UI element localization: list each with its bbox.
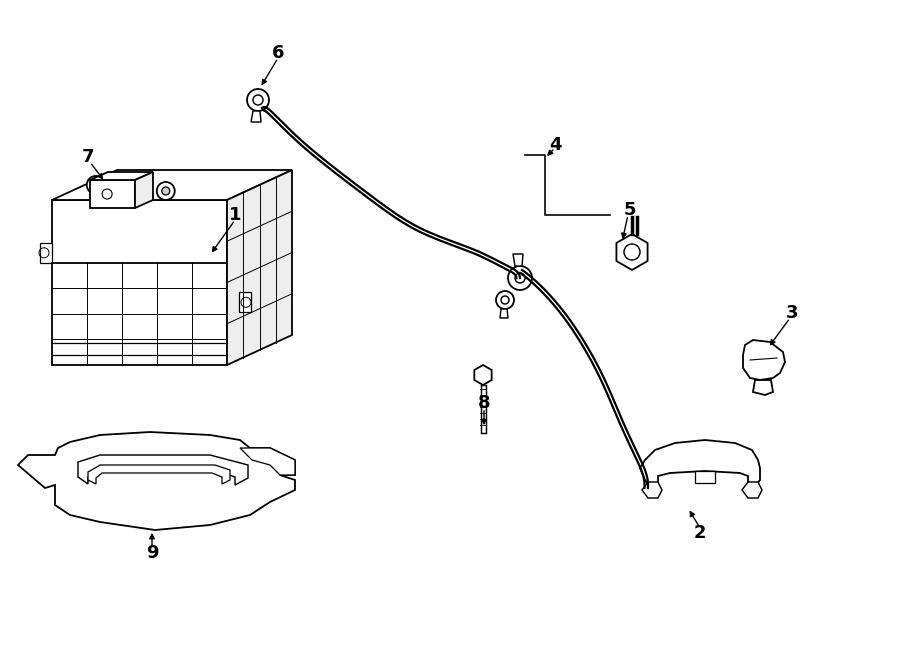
Text: 4: 4 bbox=[549, 136, 562, 154]
Polygon shape bbox=[227, 170, 292, 365]
Text: 3: 3 bbox=[786, 304, 798, 322]
Text: 6: 6 bbox=[272, 44, 284, 62]
Polygon shape bbox=[474, 365, 491, 385]
Polygon shape bbox=[616, 234, 648, 270]
Text: 8: 8 bbox=[478, 394, 491, 412]
Circle shape bbox=[162, 187, 170, 195]
Polygon shape bbox=[753, 380, 773, 395]
Bar bbox=[40, 243, 52, 263]
Circle shape bbox=[157, 182, 175, 200]
Bar bbox=[481, 385, 486, 433]
Polygon shape bbox=[742, 482, 762, 498]
Polygon shape bbox=[90, 172, 153, 180]
Text: 7: 7 bbox=[82, 148, 94, 166]
Bar bbox=[239, 292, 251, 312]
Polygon shape bbox=[642, 482, 662, 498]
Polygon shape bbox=[251, 111, 261, 122]
Polygon shape bbox=[695, 471, 715, 483]
Circle shape bbox=[515, 273, 525, 283]
Circle shape bbox=[86, 176, 104, 194]
Text: 5: 5 bbox=[624, 201, 636, 219]
Polygon shape bbox=[640, 440, 760, 486]
Circle shape bbox=[496, 291, 514, 309]
Circle shape bbox=[253, 95, 263, 105]
Text: 1: 1 bbox=[229, 206, 241, 224]
Polygon shape bbox=[500, 309, 508, 318]
Polygon shape bbox=[78, 455, 248, 485]
Circle shape bbox=[247, 89, 269, 111]
Circle shape bbox=[624, 244, 640, 260]
Polygon shape bbox=[18, 432, 295, 530]
Polygon shape bbox=[513, 254, 523, 266]
Text: 9: 9 bbox=[146, 544, 158, 562]
Polygon shape bbox=[90, 180, 135, 208]
Text: 2: 2 bbox=[694, 524, 706, 542]
Polygon shape bbox=[52, 170, 292, 200]
Circle shape bbox=[501, 296, 509, 304]
Circle shape bbox=[92, 181, 100, 189]
Circle shape bbox=[508, 266, 532, 290]
Polygon shape bbox=[88, 465, 230, 484]
Polygon shape bbox=[52, 200, 227, 365]
Polygon shape bbox=[135, 172, 153, 208]
Polygon shape bbox=[240, 448, 295, 475]
Polygon shape bbox=[743, 340, 785, 380]
